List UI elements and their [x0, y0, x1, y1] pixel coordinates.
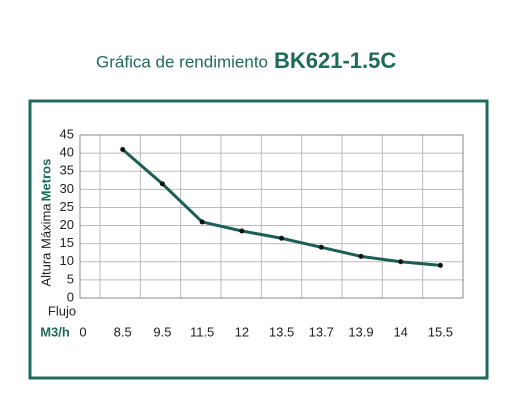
- point: [120, 146, 126, 152]
- y-tick-label: 40: [60, 145, 74, 160]
- chart-subtitle: BK621-1.5C: [274, 48, 396, 73]
- chart-frame: [28, 99, 489, 380]
- y-tick-label: 0: [67, 289, 74, 304]
- y-tick-label: 30: [60, 181, 74, 196]
- x-tick-label: 13.5: [269, 324, 294, 339]
- point: [279, 235, 285, 241]
- x-tick-label: 8.5: [114, 324, 132, 339]
- point: [398, 259, 404, 265]
- y-label: Metros: [38, 159, 53, 202]
- y-tick-label: 25: [60, 199, 74, 214]
- point: [358, 253, 364, 259]
- y-tick-label: 20: [60, 217, 74, 232]
- chart-title: Gráfica de rendimiento: [96, 52, 268, 71]
- x-tick-label: 12: [235, 324, 249, 339]
- x-label: Flujo: [48, 303, 76, 318]
- x-tick-label: 13.9: [348, 324, 373, 339]
- x-tick-label: 9.5: [153, 324, 171, 339]
- y-tick-label: 35: [60, 163, 74, 178]
- y-tick-label: 5: [67, 271, 74, 286]
- x-unit: M3/h: [40, 324, 70, 339]
- y-tick-label: 45: [60, 126, 74, 141]
- point: [239, 228, 245, 234]
- point: [318, 244, 324, 250]
- y-sublabel: Altura Máxima: [38, 203, 53, 287]
- point: [437, 262, 443, 268]
- y-tick-label: 10: [60, 253, 74, 268]
- point: [199, 219, 205, 225]
- x-tick-label: 13.7: [309, 324, 334, 339]
- x-tick-label: 0: [79, 324, 86, 339]
- x-tick-label: 15.5: [428, 324, 453, 339]
- point: [159, 181, 165, 187]
- plot-frame: [79, 134, 464, 299]
- y-tick-label: 15: [60, 235, 74, 250]
- x-tick-label: 11.5: [190, 324, 214, 339]
- x-tick-label: 14: [393, 324, 407, 339]
